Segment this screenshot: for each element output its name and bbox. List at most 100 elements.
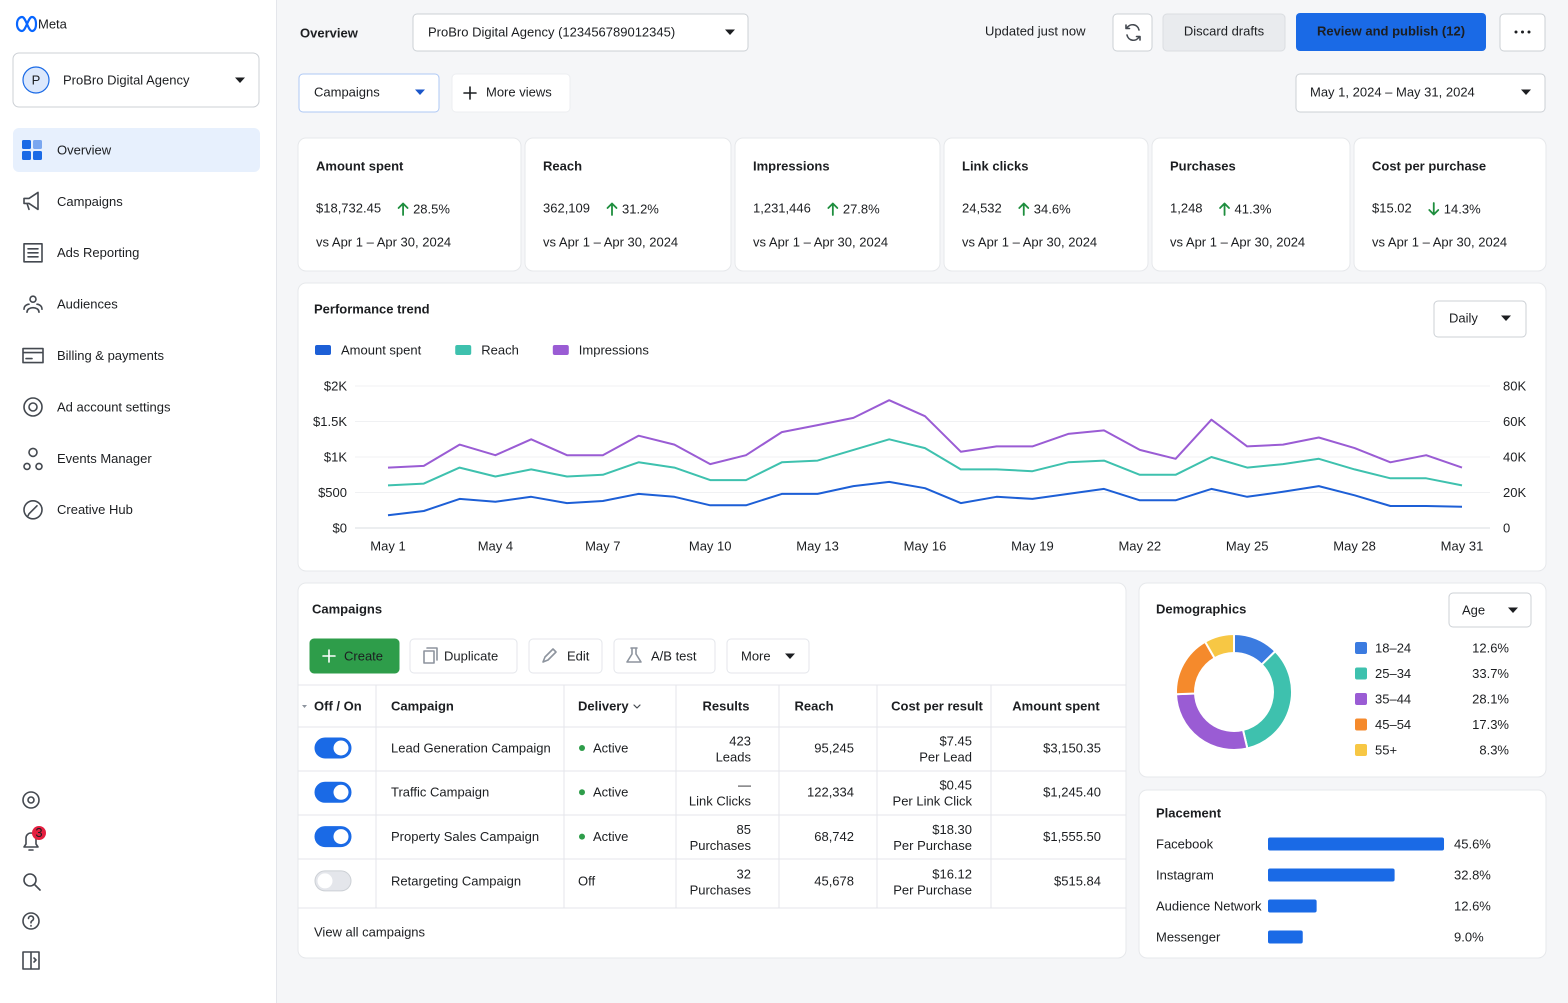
kpi-card [524,137,732,272]
x-tick-label: May 10 [689,538,732,553]
kpi-value: 362,109 [543,200,590,215]
delivery-dot [579,745,585,751]
bar [1268,930,1303,944]
toggle-knob [333,829,349,845]
cost-unit: Per Link Click [893,794,973,809]
amount-value: $1,245.40 [1043,785,1101,800]
interval-selector[interactable] [1433,300,1527,338]
cost-unit: Per Purchase [893,882,972,897]
page-title: Overview [300,25,359,40]
logo-text: Meta [38,16,68,31]
toggle-knob [333,784,349,800]
results-unit: Purchases [690,838,752,853]
cost-value: $0.45 [939,778,972,793]
kpi-comparison: vs Apr 1 – Apr 30, 2024 [753,234,888,249]
kpi-change: 41.3% [1235,201,1272,216]
x-tick-label: May 4 [478,538,513,553]
more-views-button[interactable] [451,73,571,113]
column-header: Delivery [578,698,629,713]
panel-icon [22,951,40,970]
kpi-label: Link clicks [962,158,1028,173]
account-switcher[interactable] [12,52,260,108]
kpi-card [1151,137,1351,272]
refresh-button[interactable] [1112,13,1153,52]
nav-icon [33,151,42,160]
more-dot [1514,30,1518,34]
caret-icon [1521,89,1531,95]
nav-item[interactable] [13,179,260,223]
value-label: 17.3% [1472,717,1509,732]
campaign-link[interactable]: Property Sales Campaign [391,829,539,844]
kpi-change: 34.6% [1034,201,1071,216]
legend-swatch [1355,667,1367,680]
y-tick-label: $500 [318,485,347,500]
value-label: 12.6% [1454,898,1491,913]
column-header: Off / On [314,698,362,713]
kpi-label: Purchases [1170,158,1236,173]
cost-unit: Per Lead [919,749,972,764]
donut-segment [1203,632,1235,660]
legend-swatch [552,345,569,355]
legend-label: 35–44 [1375,691,1411,706]
nav-label: Campaigns [57,194,123,209]
campaign-link[interactable]: Lead Generation Campaign [391,740,551,755]
segment-label: Age [1462,602,1485,617]
nav-icon [23,191,39,211]
date-range-picker[interactable] [1295,73,1546,113]
caret-icon [1501,315,1511,321]
publish-button[interactable] [1296,13,1486,51]
nav-icon [22,347,44,364]
chart-title: Performance trend [314,301,430,316]
action-button[interactable] [528,638,603,674]
discard-button[interactable] [1162,13,1286,52]
action-button[interactable] [726,638,810,674]
nav-label: Ads Reporting [57,245,139,260]
kpi-card [734,137,941,272]
nav-label: Ad account settings [57,399,171,414]
x-tick-label: May 28 [1333,538,1376,553]
y-tick-label: $1.5K [313,414,347,429]
chart-title: Demographics [1156,601,1246,616]
help-icon [22,912,40,930]
kpi-comparison: vs Apr 1 – Apr 30, 2024 [316,234,451,249]
bar [1268,868,1395,882]
date-range-label: May 1, 2024 – May 31, 2024 [1310,84,1475,99]
kpi-value: 1,231,446 [753,200,811,215]
account-name: ProBro Digital Agency [63,72,190,87]
value-label: 28.1% [1472,691,1509,706]
action-label: Duplicate [444,648,498,663]
delivery-status: Off [578,873,595,888]
caret-icon [785,653,795,659]
legend-swatch [1355,693,1367,705]
column-header: Campaign [391,698,454,713]
cost-value: $16.12 [932,866,972,881]
amount-value: $515.84 [1054,873,1101,888]
nav-label: Creative Hub [57,502,133,517]
segment-selector[interactable] [1448,592,1532,628]
account-selector[interactable] [412,13,749,52]
action-button[interactable] [613,638,716,674]
bar-label: Instagram [1156,867,1214,882]
kpi-label: Amount spent [316,158,404,173]
reach-value: 122,334 [807,785,854,800]
delivery-dot [579,789,585,796]
nav-icon [23,243,43,263]
nav-item[interactable] [13,282,260,326]
action-icon [542,648,557,663]
action-icon [322,649,336,663]
nav-icon [33,140,42,149]
nav-item[interactable] [13,128,260,172]
view-all-link[interactable]: View all campaigns [314,924,426,939]
action-button[interactable] [309,638,400,674]
column-header: Results [703,698,750,713]
toggle-knob [333,740,349,756]
toggle-knob [317,873,333,889]
nav-item[interactable] [13,488,260,532]
campaign-link[interactable]: Traffic Campaign [391,785,489,800]
campaign-link[interactable]: Retargeting Campaign [391,873,521,888]
results-value: 85 [737,822,751,837]
cost-unit: Per Purchase [893,838,972,853]
view-selector[interactable] [298,73,440,113]
x-tick-label: May 13 [796,538,839,553]
